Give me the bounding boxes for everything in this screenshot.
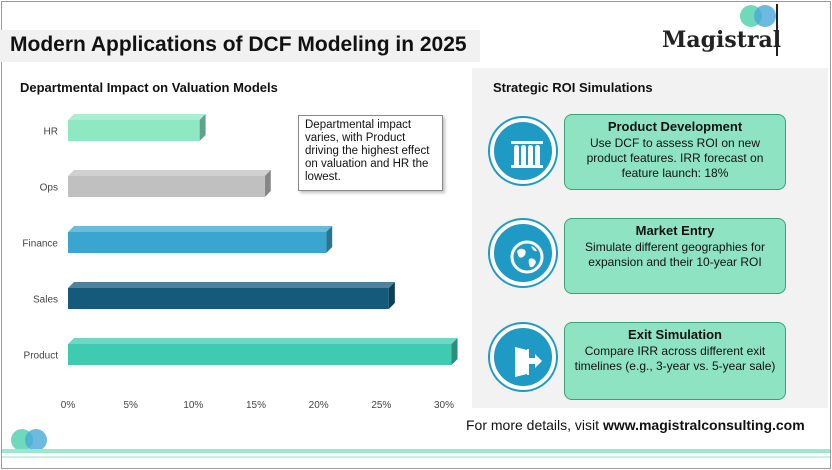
right-panel-title: Strategic ROI Simulations xyxy=(493,80,653,95)
card-body: Use DCF to assess ROI on new product fea… xyxy=(586,136,764,180)
card-product-development: Product Development Use DCF to assess RO… xyxy=(564,114,786,190)
bar-front xyxy=(68,232,327,253)
bar-sales xyxy=(68,282,395,309)
footer-logo-circles xyxy=(11,429,47,451)
bar-side-face xyxy=(199,114,206,141)
bar-side-face xyxy=(326,226,333,253)
bar-top-face xyxy=(68,114,206,120)
category-label-sales: Sales xyxy=(33,295,58,306)
page-title: Modern Applications of DCF Modeling in 2… xyxy=(10,33,467,56)
brand-logo-circles xyxy=(740,5,776,27)
market-entry-icon-circle xyxy=(490,220,556,286)
footer-line xyxy=(2,449,830,453)
card-market-entry: Market Entry Simulate different geograph… xyxy=(564,218,786,294)
footer-prefix: For more details, visit xyxy=(466,417,603,433)
bar-finance xyxy=(68,226,333,253)
category-label-finance: Finance xyxy=(22,239,58,250)
bar-top-face xyxy=(68,338,458,344)
bar-front xyxy=(68,120,200,141)
x-tick-label: 10% xyxy=(183,400,203,411)
bar-front xyxy=(68,176,265,197)
bar-side-face xyxy=(451,338,458,365)
card-body: Simulate different geographies for expan… xyxy=(585,240,765,269)
category-label-product: Product xyxy=(24,351,59,362)
title-bar xyxy=(0,30,480,62)
x-tick-label: 30% xyxy=(434,400,454,411)
x-tick-label: 25% xyxy=(371,400,391,411)
card-title: Market Entry xyxy=(635,223,715,238)
bar-hr xyxy=(68,114,206,141)
left-panel-title: Departmental Impact on Valuation Models xyxy=(20,80,278,95)
card-body: Compare IRR across different exit timeli… xyxy=(574,344,776,373)
exit-door-icon xyxy=(515,347,542,377)
card-title: Product Development xyxy=(607,119,743,134)
footer-line-light xyxy=(2,456,830,458)
globe-icon xyxy=(510,240,544,274)
bar-ops xyxy=(68,170,271,197)
card-title: Exit Simulation xyxy=(628,327,722,342)
x-tick-label: 15% xyxy=(246,400,266,411)
bar-top-face xyxy=(68,170,271,176)
footer-url-link[interactable]: www.magistralconsulting.com xyxy=(602,417,805,433)
footer-text: For more details, visit www.magistralcon… xyxy=(466,417,805,433)
exit-simulation-icon-circle xyxy=(490,324,556,390)
brand-name: Magistral xyxy=(662,27,782,53)
department-impact-chart: HR Ops Finance Sales Product 0% 5% 10% 15% 20% 25%… xyxy=(22,114,458,411)
card-exit-simulation: Exit Simulation Compare IRR across diffe… xyxy=(564,322,786,400)
bar-side-face xyxy=(264,170,271,197)
x-tick-label: 20% xyxy=(309,400,329,411)
bar-product xyxy=(68,338,458,365)
bar-top-face xyxy=(68,282,395,288)
product-development-icon-circle xyxy=(490,118,556,184)
test-tubes-icon xyxy=(511,141,543,168)
bar-top-face xyxy=(68,226,333,232)
brand-divider xyxy=(776,4,778,56)
x-tick-label: 5% xyxy=(123,400,138,411)
chart-callout: Departmental impact varies, with Product… xyxy=(298,115,443,191)
category-label-ops: Ops xyxy=(40,183,58,194)
x-tick-label: 0% xyxy=(61,400,76,411)
bar-front xyxy=(68,288,389,309)
bar-front xyxy=(68,344,452,365)
category-label-hr: HR xyxy=(44,127,58,138)
bar-side-face xyxy=(388,282,395,309)
